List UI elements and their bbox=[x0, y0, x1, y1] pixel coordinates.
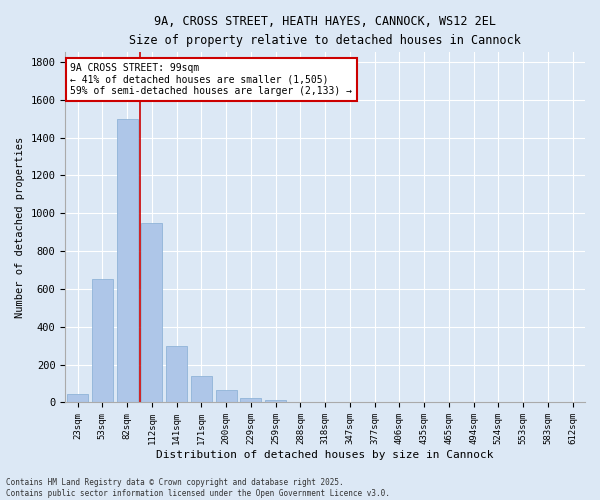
Bar bbox=[265, 400, 286, 402]
Bar bbox=[116, 118, 137, 403]
Bar bbox=[241, 398, 262, 402]
X-axis label: Distribution of detached houses by size in Cannock: Distribution of detached houses by size … bbox=[157, 450, 494, 460]
Text: 9A CROSS STREET: 99sqm
← 41% of detached houses are smaller (1,505)
59% of semi-: 9A CROSS STREET: 99sqm ← 41% of detached… bbox=[70, 63, 352, 96]
Title: 9A, CROSS STREET, HEATH HAYES, CANNOCK, WS12 2EL
Size of property relative to de: 9A, CROSS STREET, HEATH HAYES, CANNOCK, … bbox=[129, 15, 521, 47]
Bar bbox=[67, 394, 88, 402]
Bar bbox=[191, 376, 212, 402]
Bar bbox=[92, 280, 113, 402]
Text: Contains HM Land Registry data © Crown copyright and database right 2025.
Contai: Contains HM Land Registry data © Crown c… bbox=[6, 478, 390, 498]
Bar bbox=[215, 390, 236, 402]
Bar bbox=[166, 346, 187, 403]
Bar bbox=[142, 222, 163, 402]
Y-axis label: Number of detached properties: Number of detached properties bbox=[15, 137, 25, 318]
